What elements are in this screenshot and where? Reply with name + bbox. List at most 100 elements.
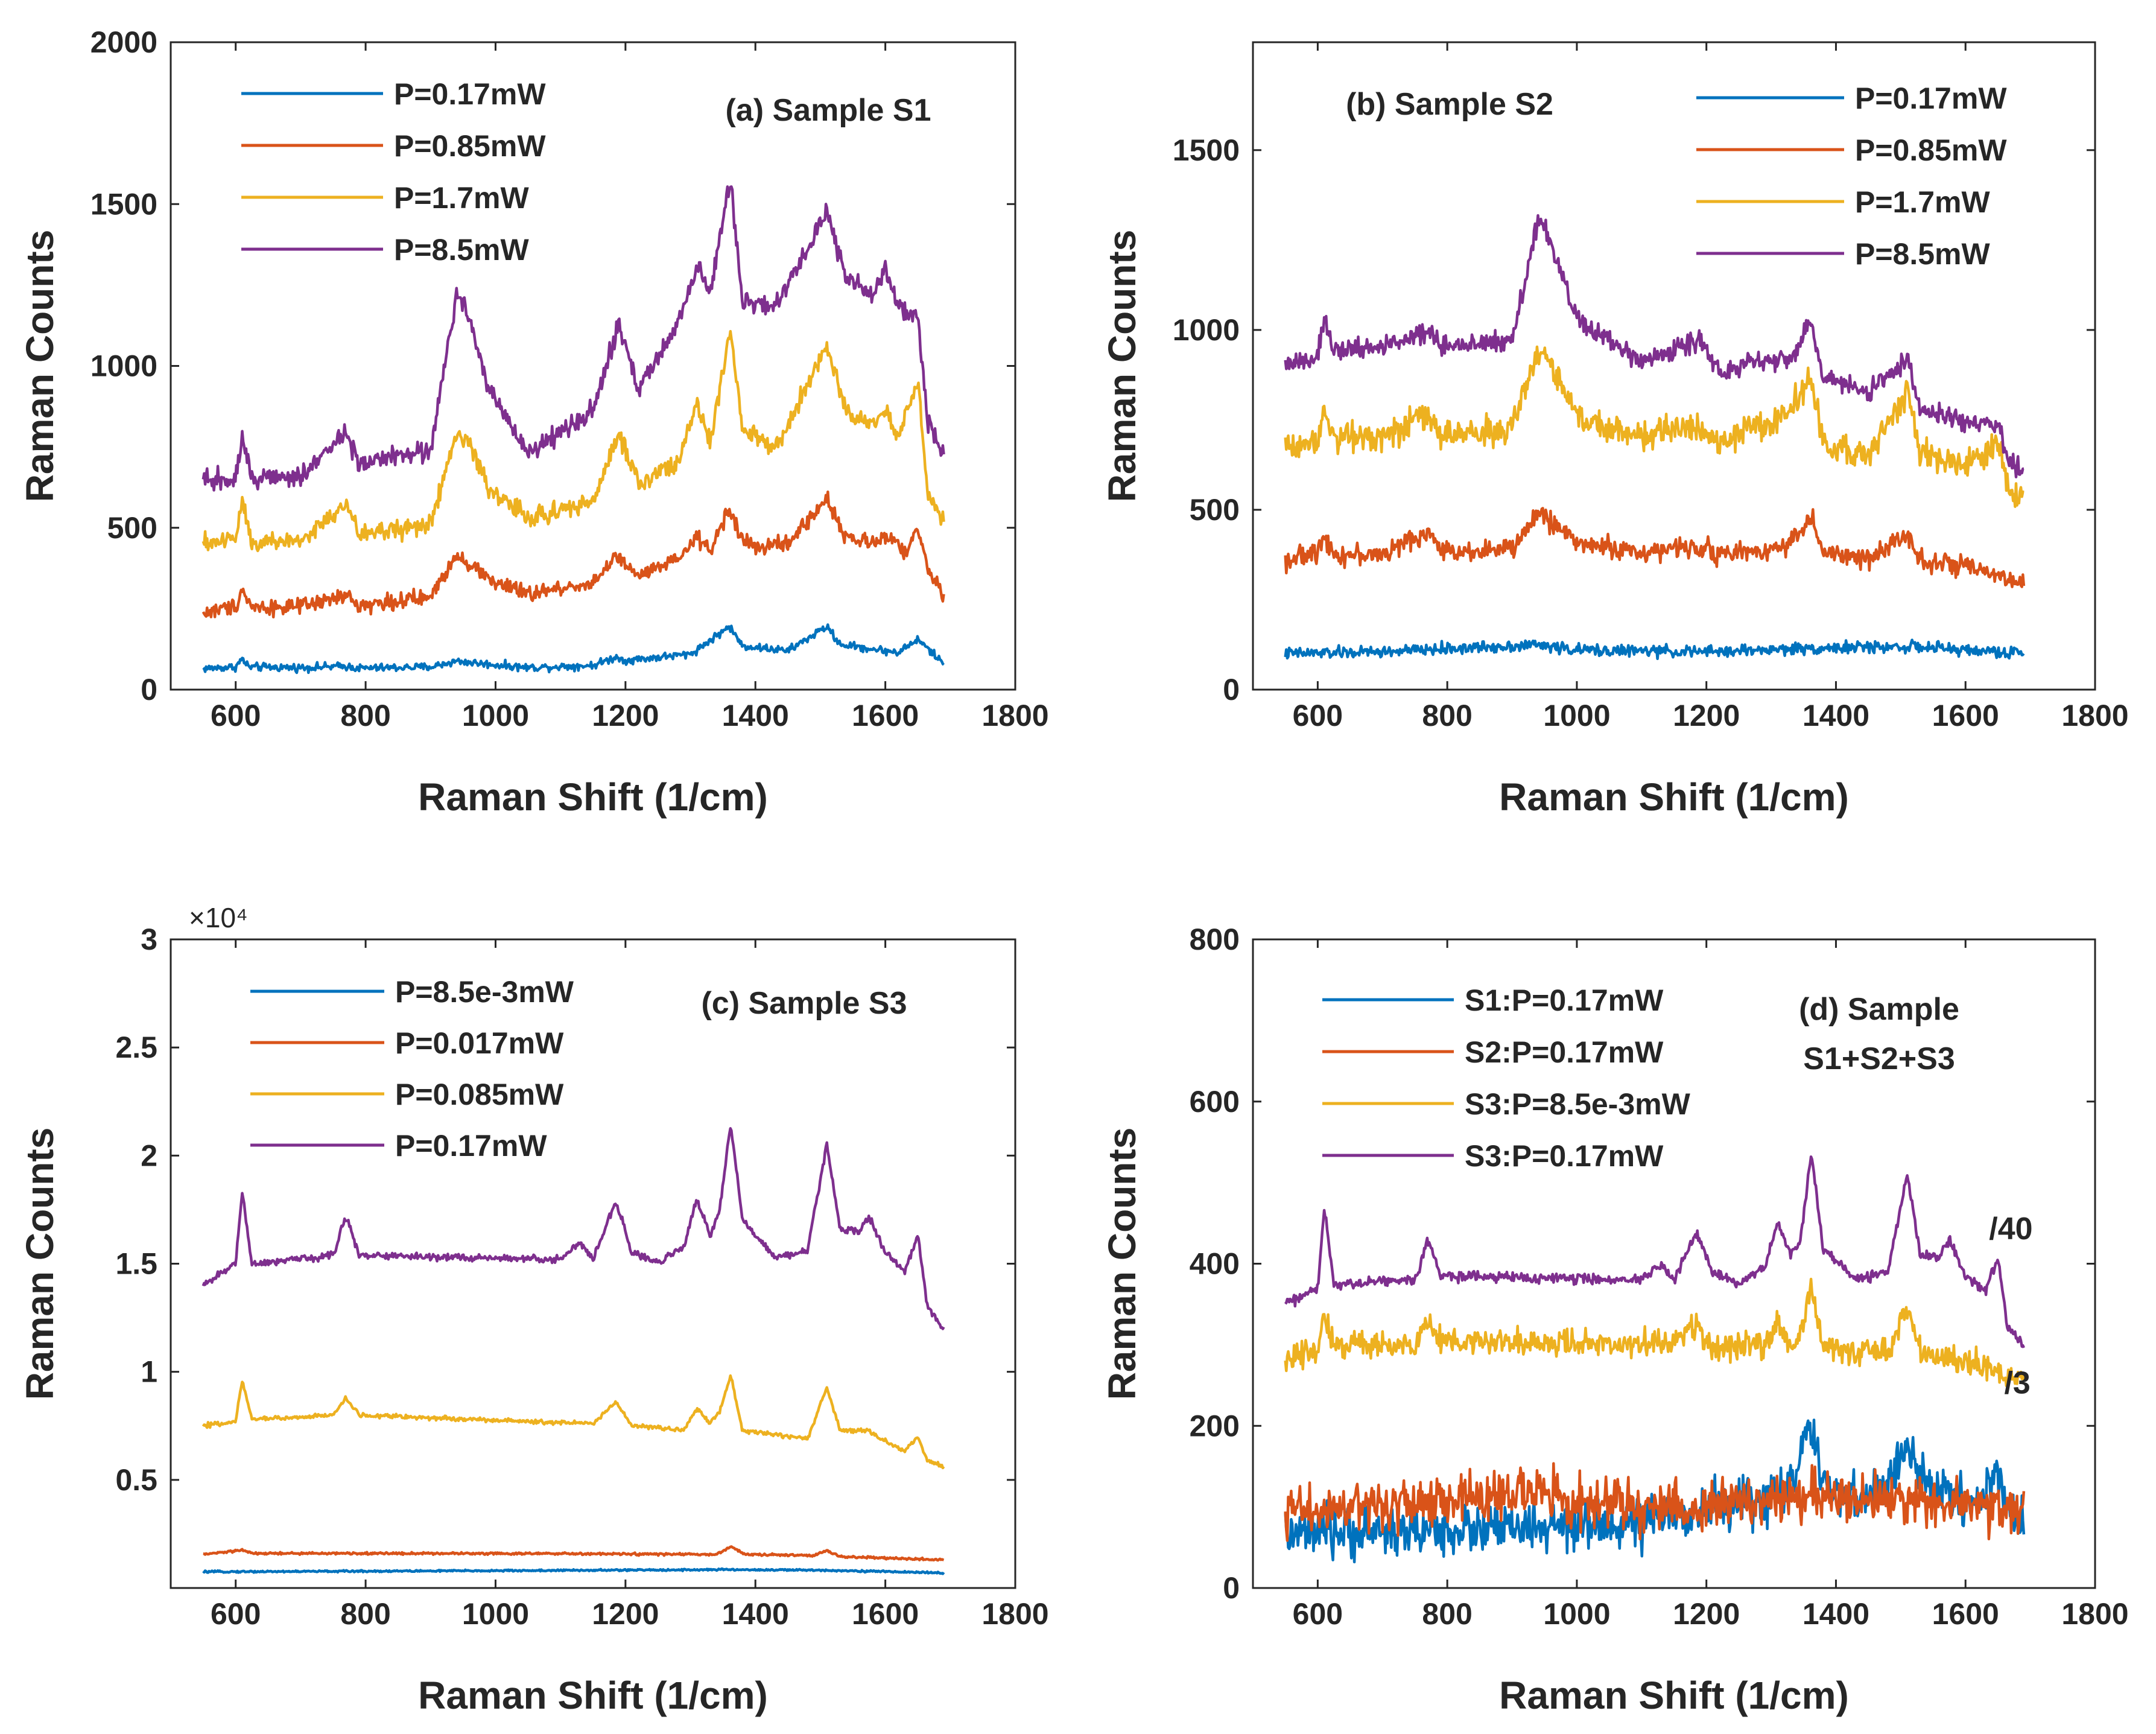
x-tick-label-b: 1800: [2061, 699, 2128, 732]
y-tick-label-b: 1500: [1173, 133, 1240, 167]
series-a-2: [201, 490, 945, 619]
plot-area-a: [201, 185, 945, 675]
y-tick-label-d: 600: [1190, 1085, 1240, 1119]
x-tick-label-b: 600: [1293, 699, 1343, 732]
legend-label-a-4: P=8.5mW: [394, 233, 530, 267]
x-tick-label-c: 1000: [462, 1597, 529, 1631]
series-a-4: [201, 185, 945, 492]
x-tick-label-a: 1600: [852, 699, 919, 732]
x-tick-label-a: 600: [211, 699, 261, 732]
x-tick-label-c: 1600: [852, 1597, 919, 1631]
panel-title-c: (c) Sample S3: [701, 986, 907, 1021]
plot-area-d: [1284, 1155, 2026, 1564]
legend-d: S1:P=0.17mW S2:P=0.17mW S3:P=8.5e-3mW S3:P=…: [1322, 983, 1691, 1173]
x-tick-label-c: 800: [340, 1597, 390, 1631]
legend-label-a-1: P=0.17mW: [394, 77, 546, 111]
x-axis-label-a: Raman Shift (1/cm): [418, 775, 768, 819]
annotation-d-1: /40: [1989, 1212, 2032, 1247]
series-d-2: [1284, 1462, 2026, 1542]
series-d-4: [1284, 1155, 2025, 1348]
y-axis-label-b: Raman Counts: [1100, 230, 1144, 503]
legend-label-d-1: S1:P=0.17mW: [1465, 983, 1664, 1017]
plot-area-b: [1284, 214, 2026, 661]
legend-label-d-2: S2:P=0.17mW: [1465, 1035, 1664, 1069]
x-tick-label-d: 1600: [1932, 1597, 1999, 1631]
y-axis-label-a: Raman Counts: [18, 230, 62, 503]
legend-label-d-3: S3:P=8.5e-3mW: [1465, 1087, 1691, 1121]
legend-a: P=0.17mW P=0.85mW P=1.7mW P=8.5mW: [241, 77, 546, 267]
y-tick-label-c: 1: [141, 1355, 157, 1389]
x-tick-label-b: 1200: [1673, 699, 1740, 732]
y-tick-label-a: 2000: [90, 25, 157, 59]
x-tick-label-b: 1000: [1543, 699, 1610, 732]
axes-frame-b: [1252, 41, 2096, 691]
x-tick-label-c: 1200: [592, 1597, 659, 1631]
x-tick-label-a: 1800: [981, 699, 1048, 732]
plot-area-c: [201, 1127, 945, 1575]
y-axis-label-d: Raman Counts: [1100, 1128, 1144, 1400]
axes-frame-c: [170, 938, 1016, 1589]
y-tick-label-c: 1.5: [115, 1247, 157, 1281]
panel-d: 600 800 1000 1200 1400 1600 18000200400600800 …: [1100, 923, 2129, 1717]
y-tick-label-c: 2: [141, 1139, 157, 1172]
y-tick-label-a: 0: [141, 673, 157, 707]
y-tick-label-a: 500: [107, 511, 157, 545]
legend-label-a-3: P=1.7mW: [394, 181, 530, 215]
x-axis-label-d: Raman Shift (1/cm): [1499, 1674, 1849, 1717]
x-tick-label-b: 1400: [1802, 699, 1869, 732]
legend-label-a-2: P=0.85mW: [394, 129, 546, 163]
panel-b: 600 800 1000 1200 1400 1600 1800 0 500 1000 1500 R…: [1100, 41, 2129, 819]
y-tick-label-d: 0: [1223, 1571, 1240, 1605]
series-a-1: [202, 623, 945, 675]
x-tick-label-d: 1400: [1802, 1597, 1869, 1631]
y-tick-label-d: 400: [1190, 1247, 1240, 1281]
panel-title-a: (a) Sample S1: [725, 93, 931, 128]
x-tick-label-d: 1000: [1543, 1597, 1610, 1631]
x-tick-label-d: 600: [1293, 1597, 1343, 1631]
panel-c: 600 800 1000 1200 1400 1600 1800 0.5 1 1.5 2 2.5 3 ×…: [18, 902, 1049, 1717]
x-tick-label-b: 800: [1422, 699, 1472, 732]
y-tick-label-c: 3: [141, 923, 157, 956]
y-tick-label-c: 0.5: [115, 1463, 157, 1497]
y-tick-label-b: 500: [1190, 493, 1240, 527]
legend-b: P=0.17mW P=0.85mW P=1.7mW P=8.5mW: [1696, 81, 2007, 271]
x-tick-label-d: 1200: [1673, 1597, 1740, 1631]
legend-label-c-2: P=0.017mW: [395, 1026, 564, 1060]
series-c-4: [201, 1127, 945, 1330]
annotation-d-2: /3: [2004, 1366, 2030, 1401]
legend-label-c-4: P=0.17mW: [395, 1129, 547, 1163]
series-d-3: [1284, 1277, 2026, 1388]
series-b-2: [1284, 507, 2026, 588]
y-tick-label-a: 1000: [90, 349, 157, 383]
panel-title-b: (b) Sample S2: [1346, 87, 1553, 122]
series-a-3: [201, 329, 945, 553]
legend-label-c-3: P=0.085mW: [395, 1078, 564, 1111]
x-tick-label-c: 600: [211, 1597, 261, 1631]
ticks-a: 600 800 1000 1200 1400 1600 1800 0 500 1000 1500 20…: [90, 25, 1049, 732]
exponent-label-c: ×10⁴: [189, 902, 248, 933]
ticks-d: 600 800 1000 1200 1400 1600 1800 0 200 400 600 800: [1190, 923, 2129, 1631]
series-b-3: [1284, 345, 2024, 508]
y-tick-label-d: 200: [1190, 1409, 1240, 1443]
x-tick-label-c: 1800: [981, 1597, 1048, 1631]
x-tick-label-a: 1200: [592, 699, 659, 732]
series-b-1: [1284, 638, 2025, 661]
series-d-1: [1284, 1418, 2026, 1564]
legend-label-d-4: S3:P=0.17mW: [1465, 1139, 1664, 1173]
x-tick-label-d: 1800: [2061, 1597, 2128, 1631]
panel-title-d-line1: (d) Sample: [1799, 992, 1959, 1027]
panel-a: 600 800 1000 1200 1400 1600 1800 0 500 1000 1500 20…: [18, 25, 1049, 819]
x-tick-label-c: 1400: [722, 1597, 789, 1631]
legend-label-b-4: P=8.5mW: [1855, 237, 1991, 271]
x-tick-label-a: 1400: [722, 699, 789, 732]
ticks-b: 600 800 1000 1200 1400 1600 1800 0 500 1000 1500: [1173, 42, 2129, 732]
y-tick-label-b: 1000: [1173, 313, 1240, 347]
legend-label-b-2: P=0.85mW: [1855, 133, 2007, 167]
series-c-1: [202, 1567, 945, 1575]
panel-title-d-line2: S1+S2+S3: [1803, 1041, 1955, 1076]
x-axis-label-b: Raman Shift (1/cm): [1499, 775, 1849, 819]
series-b-4: [1284, 214, 2024, 478]
x-tick-label-d: 800: [1422, 1597, 1472, 1631]
series-c-3: [201, 1374, 945, 1470]
